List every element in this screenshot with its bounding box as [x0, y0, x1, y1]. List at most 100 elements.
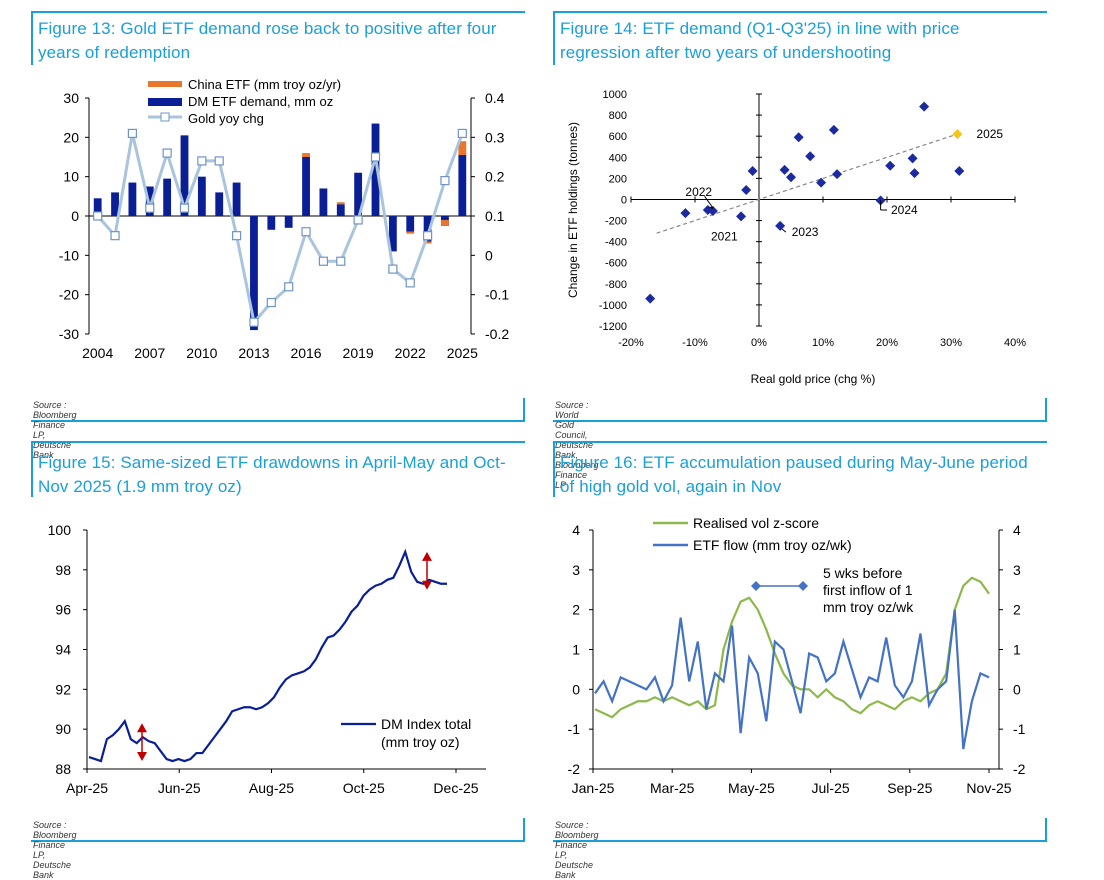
figure-13-source: Source : Bloomberg Finance LP, Deutsche …: [33, 400, 77, 460]
legend-dm-swatch: [148, 98, 182, 106]
gold-yoy-marker: [214, 156, 224, 166]
dm-etf-bar: [284, 216, 293, 228]
y-tick-label: -400: [605, 237, 627, 249]
x-tick-label: 2025: [447, 345, 478, 361]
x-tick-label: Jun-25: [158, 780, 201, 796]
legend-dm-index-label: DM Index total: [381, 716, 471, 732]
y-right-tick-label: 0: [485, 247, 493, 263]
annotation-2022: 2022: [685, 185, 712, 199]
y-right-tick-label: 3: [1013, 562, 1021, 578]
dm-etf-bar: [267, 216, 276, 230]
legend-gold-marker: [160, 112, 170, 122]
realised-vol-line: [594, 576, 990, 719]
china-etf-bar: [302, 153, 310, 157]
china-etf-bar: [406, 231, 415, 234]
y-left-tick-label: -30: [59, 326, 79, 342]
figure-15-source: Source : Bloomberg Finance LP, Deutsche …: [33, 820, 77, 880]
x-tick-label: Apr-25: [66, 780, 108, 796]
dm-etf-bar: [458, 155, 467, 216]
annotation-2024: 2024: [891, 203, 918, 217]
annotation-span-start: [751, 581, 761, 591]
drawdown-arrow-oct-nov-head-down: [422, 580, 432, 590]
y-tick-label: 800: [609, 110, 627, 122]
x-tick-label: 2010: [186, 345, 217, 361]
gold-yoy-marker: [145, 203, 155, 213]
y-tick-label: 200: [609, 173, 627, 185]
x-tick-label: Oct-25: [343, 780, 385, 796]
x-tick-label: 2007: [134, 345, 165, 361]
x-tick-label: 0%: [751, 337, 767, 349]
figure-16-bottom-rule: [553, 840, 1047, 842]
scatter-point: [747, 165, 758, 176]
figure-13-title: Figure 13: Gold ETF demand rose back to …: [38, 19, 497, 62]
y-right-tick-label: 2: [1013, 602, 1021, 618]
y-right-tick-label: 0.4: [485, 90, 505, 106]
legend-vol-label: Realised vol z-score: [693, 515, 819, 531]
x-tick-label: Jul-25: [812, 780, 850, 796]
dm-etf-bar: [111, 192, 119, 216]
dm-etf-bar: [336, 204, 345, 216]
china-etf-bar: [336, 202, 345, 205]
gold-yoy-line: [96, 132, 464, 326]
scatter-point: [954, 165, 965, 176]
figure-16-right-rule: [1045, 818, 1047, 842]
y-left-tick-label: 4: [572, 522, 580, 538]
scatter-point: [707, 206, 718, 217]
scatter-point: [909, 168, 920, 179]
annotation-2023: 2023: [792, 225, 819, 239]
figure-15-top-rule: [31, 441, 525, 443]
annotation-text-line: 5 wks before: [823, 565, 903, 581]
x-tick-label: Nov-25: [966, 780, 1011, 796]
china-etf-bar: [441, 219, 449, 226]
dm-etf-bar: [197, 176, 206, 216]
figure-15-title: Figure 15: Same-sized ETF drawdowns in A…: [38, 453, 506, 496]
figure-15-chart: 100 98 96 94 92 90 88 Apr-25 Jun-25 Aug-25 Oct-25 D…: [48, 522, 486, 796]
figure-14-source: Source : World Gold Council, Deutsche Ba…: [555, 400, 599, 490]
drawdown-arrow-apr-may-head-down: [137, 752, 147, 762]
x-tick-label: Mar-25: [650, 780, 695, 796]
etf-flow-line: [594, 609, 990, 750]
dm-etf-bar: [232, 182, 241, 216]
y-tick-label: -1200: [599, 321, 627, 333]
gold-yoy-marker: [284, 282, 294, 292]
x-tick-label: Jan-25: [572, 780, 615, 796]
x-tick-label: Sep-25: [887, 780, 932, 796]
dm-etf-bar: [302, 157, 310, 216]
dm-etf-bar: [163, 178, 172, 216]
figure-16-left-rule: [553, 443, 555, 497]
figure-16-source: Source : Bloomberg Finance LP, Deutsche …: [555, 820, 599, 880]
y-left-tick-label: 20: [63, 129, 79, 145]
y-left-tick-label: 30: [63, 90, 79, 106]
dm-etf-bar: [371, 123, 380, 216]
figure-13-chart: 3020100-10-20-300.40.30.20.10-0.1-0.2200…: [59, 77, 510, 361]
figure-14-left-rule: [553, 13, 555, 65]
legend-gold-label: Gold yoy chg: [188, 111, 264, 126]
figure-13-bottom-rule: [31, 420, 525, 422]
gold-yoy-marker: [231, 231, 242, 241]
figure-14-chart: 1000 800 600 400 200 0 -200 -400 -600 -800 -1000 -1…: [566, 89, 1026, 386]
drawdown-arrow-oct-nov-head-up: [422, 551, 432, 561]
y-right-tick-label: -0.1: [485, 287, 509, 303]
y-left-tick-label: 0: [572, 681, 580, 697]
gold-yoy-marker: [336, 256, 346, 266]
y-right-tick-label: 0.3: [485, 129, 505, 145]
y-left-tick-label: -20: [59, 287, 79, 303]
gold-yoy-marker: [197, 156, 207, 166]
dm-etf-bar: [145, 186, 154, 216]
y-tick-label: 0: [621, 194, 627, 206]
gold-yoy-marker: [127, 128, 138, 139]
scatter-point: [775, 220, 786, 231]
gold-yoy-marker: [249, 317, 259, 327]
scatter-point: [741, 184, 752, 195]
gold-yoy-marker: [353, 215, 363, 225]
figure-16-title: Figure 16: ETF accumulation paused durin…: [560, 453, 1028, 496]
y-tick-label: 94: [55, 642, 71, 658]
y-left-tick-label: 10: [63, 169, 79, 185]
x-tick-label: 2022: [395, 345, 426, 361]
scatter-point: [907, 153, 918, 164]
scatter-point: [828, 124, 839, 135]
x-tick-label: -20%: [618, 337, 644, 349]
scatter-point: [919, 101, 930, 112]
x-tick-label: 2016: [290, 345, 321, 361]
figure-13-left-rule: [31, 13, 33, 65]
